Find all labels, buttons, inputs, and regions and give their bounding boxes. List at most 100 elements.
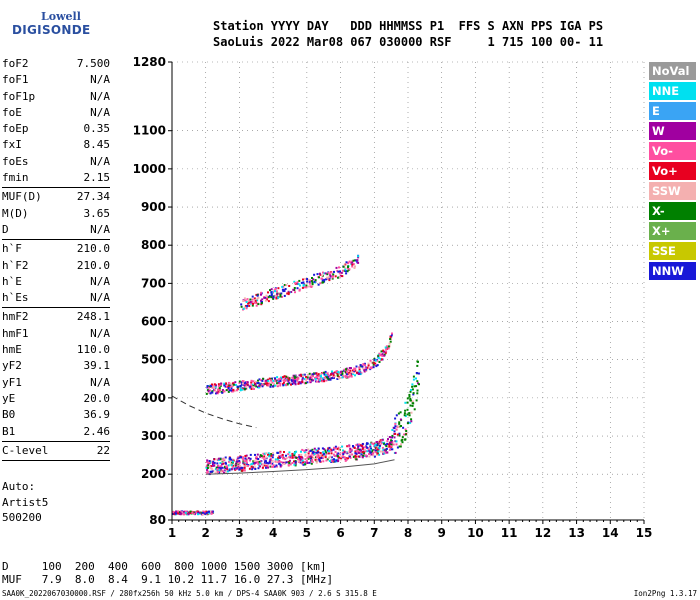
y-tick-label: 80 (149, 513, 166, 527)
echo-point-F2-trace (404, 401, 407, 404)
echo-point-F2-trace (221, 459, 224, 462)
echo-point-F2-trace (390, 436, 393, 439)
echo-point-F2-third-hop (276, 295, 279, 298)
echo-point-F2-second-hop (391, 333, 393, 336)
echo-point-F2-third-hop (247, 299, 250, 302)
echo-point-F2-trace (249, 457, 252, 460)
echo-point-F2-third-hop (345, 272, 348, 275)
echo-point-F2-trace (340, 455, 343, 458)
echo-point-Es-trace (198, 511, 201, 514)
echo-point-F2-second-hop (367, 364, 370, 367)
echo-point-F2-trace (259, 460, 262, 463)
echo-point-F2-trace (403, 433, 406, 436)
echo-point-F2-trace (328, 446, 331, 449)
echo-point-F2-trace (363, 454, 366, 457)
echo-point-F2-second-hop (339, 376, 342, 379)
echo-point-F2-second-hop (345, 373, 348, 376)
echo-point-F2-trace (295, 456, 298, 459)
echo-point-F2-second-hop (274, 384, 277, 387)
echo-point-F2-trace (418, 383, 420, 386)
echo-point-F2-trace (265, 466, 267, 469)
x-tick-label: 13 (568, 526, 585, 540)
echo-point-F2-trace (376, 453, 379, 456)
echo-point-F2-second-hop (351, 373, 354, 376)
echo-point-F2-second-hop (271, 381, 274, 384)
echo-point-F2-trace (208, 460, 211, 462)
echo-point-F2-second-hop (256, 382, 259, 385)
param-name: foEp (2, 122, 29, 136)
echo-point-F2-trace (252, 460, 255, 463)
param-value: N/A (90, 105, 110, 119)
echo-point-F2-second-hop (259, 379, 262, 382)
echo-point-F2-trace (316, 453, 319, 456)
echo-point-F2-second-hop (361, 367, 364, 370)
echo-point-F2-trace (247, 457, 250, 460)
echo-point-F2-trace (363, 452, 366, 455)
echo-point-F2-trace (326, 458, 329, 461)
echo-point-F2-trace (399, 418, 402, 421)
echo-point-F2-second-hop (211, 391, 214, 394)
echo-point-F2-second-hop (292, 381, 295, 384)
echo-point-F2-third-hop (343, 264, 346, 267)
echo-point-F2-trace (245, 460, 248, 463)
echo-point-F2-trace (234, 466, 237, 469)
echo-point-F2-trace (252, 466, 255, 469)
echo-point-F2-trace (231, 465, 234, 468)
echo-point-F2-second-hop (361, 365, 364, 368)
echo-point-F2-trace (366, 447, 369, 450)
echo-point-F2-trace (224, 466, 226, 469)
echo-point-F2-trace (411, 400, 414, 403)
echo-point-Es-trace (186, 513, 189, 516)
echo-point-F2-third-hop (257, 303, 260, 306)
echo-point-F2-third-hop (313, 273, 316, 276)
echo-point-F2-trace (399, 445, 402, 448)
echo-point-F2-third-hop (341, 269, 344, 272)
echo-point-F2-trace (260, 455, 263, 457)
echo-point-F2-third-hop (302, 281, 305, 284)
auto-label: Auto: (2, 480, 36, 493)
echo-point-F2-second-hop (234, 381, 237, 384)
echo-point-F2-trace (230, 458, 233, 461)
echo-point-F2-third-hop (297, 283, 300, 286)
echo-point-F2-second-hop (268, 377, 271, 380)
echo-point-F2-trace (213, 461, 216, 464)
echo-point-F2-trace (279, 451, 282, 454)
echo-point-F2-trace (278, 462, 281, 465)
echo-point-F2-second-hop (246, 383, 249, 386)
echo-point-F2-trace (386, 442, 389, 445)
y-tick-label: 700 (141, 276, 166, 290)
echo-point-F2-third-hop (347, 261, 350, 264)
echo-point-F2-second-hop (387, 345, 390, 348)
echo-point-F2-second-hop (239, 389, 242, 392)
echo-point-F2-third-hop (255, 304, 258, 307)
echo-point-F2-trace (343, 456, 346, 459)
echo-point-F2-second-hop (225, 389, 228, 392)
echo-point-F2-second-hop (331, 370, 333, 373)
echo-point-F2-trace (294, 464, 297, 467)
echo-point-F2-trace (398, 445, 401, 448)
echo-point-F2-third-hop (311, 277, 313, 279)
echo-point-F2-third-hop (278, 292, 281, 295)
echo-point-F2-trace (297, 460, 300, 463)
echo-point-F2-trace (337, 452, 340, 455)
echo-point-F2-third-hop (240, 303, 243, 306)
echo-point-F2-trace (299, 456, 302, 459)
echo-point-F2-trace (384, 443, 387, 446)
echo-point-F2-trace (336, 455, 339, 458)
echo-point-F2-trace (252, 462, 255, 465)
echo-point-F2-trace (405, 430, 408, 432)
echo-point-F2-second-hop (331, 377, 334, 380)
echo-point-F2-second-hop (230, 387, 233, 390)
echo-point-F2-second-hop (207, 386, 210, 389)
param-value: 2.15 (83, 171, 111, 185)
echo-point-F2-second-hop (261, 385, 264, 388)
echo-point-F2-trace (270, 453, 273, 455)
echo-point-F2-trace (360, 449, 363, 452)
echo-point-F2-trace (391, 448, 394, 451)
echo-point-F2-second-hop (251, 383, 254, 386)
echo-point-F2-trace (271, 456, 274, 459)
echo-point-F2-third-hop (323, 272, 326, 275)
echo-point-F2-trace (253, 459, 256, 462)
echo-point-F2-trace (360, 453, 363, 456)
auto-scaling-info: Auto: Artist5 500200 (2, 479, 48, 526)
